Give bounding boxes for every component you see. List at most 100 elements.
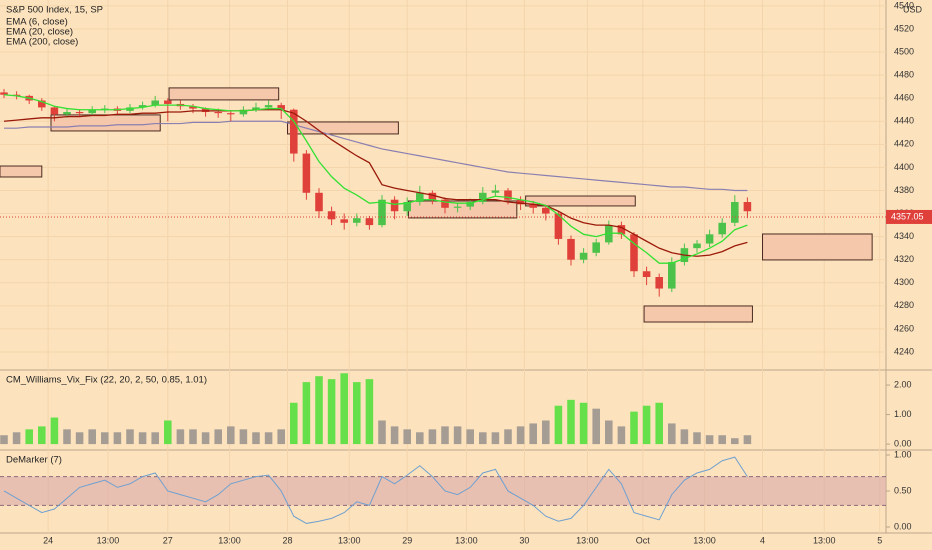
indicator-bar — [441, 426, 449, 445]
indicator-bar — [113, 432, 122, 445]
candle-body — [239, 109, 248, 115]
y-tick-label: 1.00 — [894, 449, 912, 459]
candle-body — [579, 252, 588, 260]
indicator-bar — [88, 429, 96, 445]
indicator-bar — [176, 429, 185, 445]
indicator-bar — [718, 435, 726, 445]
candle-body — [390, 199, 399, 212]
candle-body — [353, 218, 361, 223]
candle-body — [491, 190, 500, 193]
candle-body — [264, 105, 273, 108]
indicator-bar — [390, 426, 399, 445]
x-tick-label: 13:00 — [455, 535, 478, 545]
candle-body — [479, 192, 487, 203]
indicator-bar — [75, 432, 84, 445]
x-tick-label: 13:00 — [97, 535, 120, 545]
x-tick-label: 13:00 — [218, 535, 241, 545]
x-tick-label: 27 — [163, 535, 173, 545]
y-tick-label: 0.00 — [894, 521, 912, 531]
ema-line — [3, 109, 748, 257]
candle-body — [327, 211, 336, 220]
indicator-bar — [25, 429, 33, 445]
x-tick-label: 30 — [519, 535, 529, 545]
currency-label: USD — [903, 4, 923, 14]
indicator-bar — [302, 382, 311, 445]
indicator-bar — [605, 420, 613, 445]
candle-body — [50, 107, 59, 115]
indicator-bar — [592, 408, 600, 445]
y-tick-label: 4400 — [894, 162, 914, 172]
indicator-band — [0, 476, 886, 506]
candle-body — [428, 192, 437, 200]
y-tick-label: 4500 — [894, 46, 914, 56]
candle-body — [642, 271, 651, 278]
candle-body — [151, 100, 159, 106]
indicator-bar — [38, 426, 46, 445]
indicator-bar — [680, 429, 689, 445]
y-tick-label: 4540 — [894, 0, 914, 10]
x-tick-label: 13:00 — [693, 535, 716, 545]
indicator-bar — [189, 429, 197, 445]
candle-body — [214, 112, 222, 114]
y-tick-label: 1.00 — [894, 409, 912, 419]
y-tick-label: 4340 — [894, 231, 914, 241]
indicator-bar — [453, 426, 462, 445]
indicator-bar — [630, 411, 638, 445]
legend-entry: EMA (6, close) — [6, 17, 68, 28]
indicator-bar — [642, 405, 651, 445]
candle-body — [567, 238, 575, 260]
candle-body — [302, 153, 311, 193]
candle-body — [88, 109, 96, 114]
y-tick-label: 4520 — [894, 23, 914, 33]
legend-entry: EMA (200, close) — [6, 37, 78, 48]
y-tick-label: 4260 — [894, 323, 914, 333]
candle-body — [164, 100, 172, 104]
indicator-bar — [277, 429, 285, 445]
y-tick-label: 4280 — [894, 300, 914, 310]
zone — [643, 305, 753, 323]
candle-body — [340, 219, 348, 223]
x-tick-label: 24 — [43, 535, 53, 545]
candle-body — [403, 202, 411, 212]
candle-body — [592, 242, 600, 253]
candle-body — [416, 192, 424, 203]
indicator-bar — [101, 432, 109, 445]
candle-body — [743, 202, 752, 212]
y-tick-label: 0.00 — [894, 438, 912, 448]
indicator-bar — [340, 373, 348, 445]
indicator-bar — [529, 423, 537, 445]
indicator-line — [3, 456, 748, 524]
candle-body — [504, 190, 512, 200]
indicator-bar — [164, 420, 172, 445]
indicator-bar — [693, 432, 701, 445]
y-tick-label: 4420 — [894, 139, 914, 149]
candle-body — [315, 192, 323, 212]
candle-body — [617, 225, 626, 235]
indicator-bar — [227, 426, 235, 445]
candle-body — [655, 277, 663, 289]
x-tick-label: 5 — [877, 535, 882, 545]
indicator-bar — [428, 429, 437, 445]
indicator-bar — [466, 429, 474, 445]
indicator-bar — [126, 429, 134, 445]
candle-body — [542, 207, 550, 214]
indicator-bar — [491, 432, 500, 445]
candle-body — [668, 262, 676, 289]
candle-body — [453, 206, 462, 208]
y-tick-label: 4480 — [894, 69, 914, 79]
y-tick-label: 4300 — [894, 277, 914, 287]
legend-entry: EMA (20, close) — [6, 27, 73, 38]
zone — [0, 165, 43, 178]
x-tick-label: Oct — [636, 535, 651, 545]
candle-body — [138, 105, 147, 108]
candle-body — [441, 199, 449, 208]
candle-body — [277, 105, 285, 110]
candle-body — [718, 222, 726, 235]
candle-body — [365, 218, 374, 226]
y-tick-label: 4380 — [894, 185, 914, 195]
indicator-bar — [731, 438, 739, 445]
indicator-bar — [252, 432, 260, 445]
indicator-bar — [705, 435, 714, 445]
x-tick-label: 13:00 — [813, 535, 836, 545]
